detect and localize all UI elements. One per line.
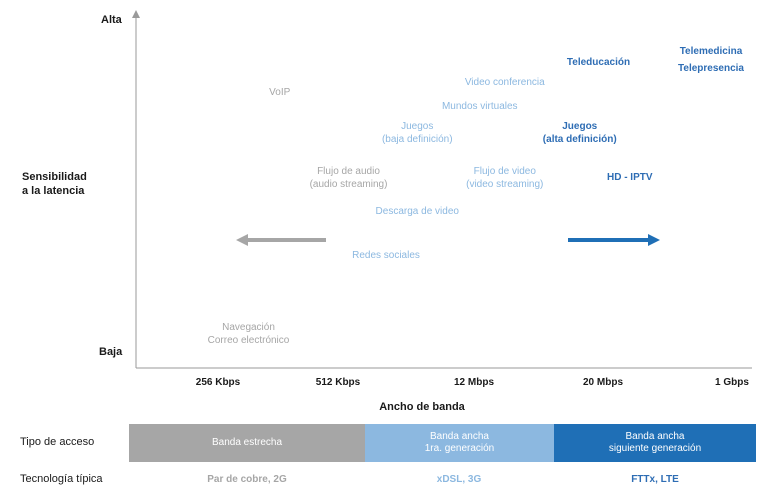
x-tick-256kbps: 256 Kbps bbox=[195, 377, 241, 388]
y-axis-arrowhead bbox=[132, 10, 140, 18]
chart-item-11: Descarga de video bbox=[376, 205, 459, 218]
x-tick-12mbps: 12 Mbps bbox=[453, 377, 495, 388]
y-axis-label-line-2: a la latencia bbox=[22, 185, 85, 197]
chart-item-0-line-0: Telemedicina bbox=[679, 46, 743, 58]
chart-item-9-line-0: Flujo de video bbox=[473, 165, 536, 177]
chart-item-7: Juegos (alta definición) bbox=[543, 120, 617, 146]
x-axis-label: Ancho de banda bbox=[379, 401, 465, 413]
chart-item-9: Flujo de video (video streaming) bbox=[466, 165, 543, 191]
tech-fttx-lte: FTTx, LTE bbox=[631, 474, 679, 485]
chart-item-11-line-0: Descarga de video bbox=[375, 206, 459, 218]
x-tick-512kbps: 512 Kbps bbox=[315, 377, 361, 388]
chart-item-13-line-1: Correo electrónico bbox=[207, 335, 290, 346]
chart-item-6: Juegos (baja definición) bbox=[382, 120, 453, 146]
chart-item-5: Mundos virtuales bbox=[442, 100, 518, 113]
band-narrowband: Banda estrecha bbox=[129, 424, 365, 462]
chart-item-6-line-1: (baja definición) bbox=[381, 134, 453, 146]
y-axis-label-line-1: Sensibilidad bbox=[22, 171, 87, 183]
band-first-gen-line-1: Banda ancha bbox=[430, 431, 489, 442]
band-narrowband-line-1: Banda estrecha bbox=[211, 437, 283, 448]
chart-item-12-line-0: Redes sociales bbox=[352, 250, 420, 262]
chart-item-10: HD - IPTV bbox=[607, 171, 653, 184]
chart-item-7-line-0: Juegos bbox=[562, 121, 598, 133]
chart-item-2: Telepresencia bbox=[678, 62, 744, 75]
chart-item-2-line-0: Telepresencia bbox=[678, 63, 744, 75]
chart-item-10-line-0: HD - IPTV bbox=[606, 172, 653, 184]
chart-item-4-line-0: VoIP bbox=[269, 87, 291, 99]
chart-item-3-line-0: Video conferencia bbox=[464, 76, 545, 88]
chart-item-1-line-0: Teleducación bbox=[566, 56, 631, 68]
chart-item-1: Teleducación bbox=[567, 56, 630, 69]
band-broadband-next-gen: Banda ancha siguiente generación bbox=[554, 424, 756, 462]
chart-item-7-line-1: (alta definición) bbox=[542, 134, 617, 146]
chart-item-8-line-1: (audio streaming) bbox=[309, 178, 388, 190]
arrow-right-head bbox=[648, 234, 660, 246]
chart-item-5-line-0: Mundos virtuales bbox=[441, 100, 518, 112]
access-row-label: Tipo de acceso bbox=[20, 436, 95, 448]
chart-item-0: Telemedicina bbox=[680, 45, 743, 58]
x-tick-20mbps: 20 Mbps bbox=[582, 377, 624, 388]
chart-item-6-line-0: Juegos bbox=[401, 121, 434, 133]
band-broadband-first-gen: Banda ancha 1ra. generación bbox=[365, 424, 554, 462]
band-next-gen-line-1: Banda ancha bbox=[625, 431, 685, 442]
chart-item-13-line-0: Navegación bbox=[222, 322, 275, 333]
y-tick-low: Baja bbox=[99, 346, 123, 358]
y-axis-label: Sensibilidad a la latencia bbox=[22, 170, 87, 198]
band-next-gen-line-2: siguiente generación bbox=[608, 443, 702, 454]
tech-copper-2g: Par de cobre, 2G bbox=[207, 474, 287, 485]
chart-item-8: Flujo de audio (audio streaming) bbox=[310, 165, 388, 191]
tech-xdsl-3g: xDSL, 3G bbox=[436, 474, 482, 485]
chart-item-9-line-1: (video streaming) bbox=[466, 178, 544, 190]
chart-item-4: VoIP bbox=[269, 86, 290, 99]
arrow-left-head bbox=[236, 234, 248, 246]
tech-row-label: Tecnología típica bbox=[20, 473, 103, 485]
chart-item-12: Redes sociales bbox=[352, 249, 420, 262]
x-tick-1gbps: 1 Gbps bbox=[715, 377, 749, 388]
chart-item-8-line-0: Flujo de audio bbox=[317, 165, 380, 177]
band-first-gen-line-2: 1ra. generación bbox=[424, 443, 495, 454]
chart-item-13: Navegación Correo electrónico bbox=[208, 321, 290, 347]
chart-item-3: Video conferencia bbox=[465, 76, 545, 89]
y-tick-high: Alta bbox=[101, 14, 122, 26]
